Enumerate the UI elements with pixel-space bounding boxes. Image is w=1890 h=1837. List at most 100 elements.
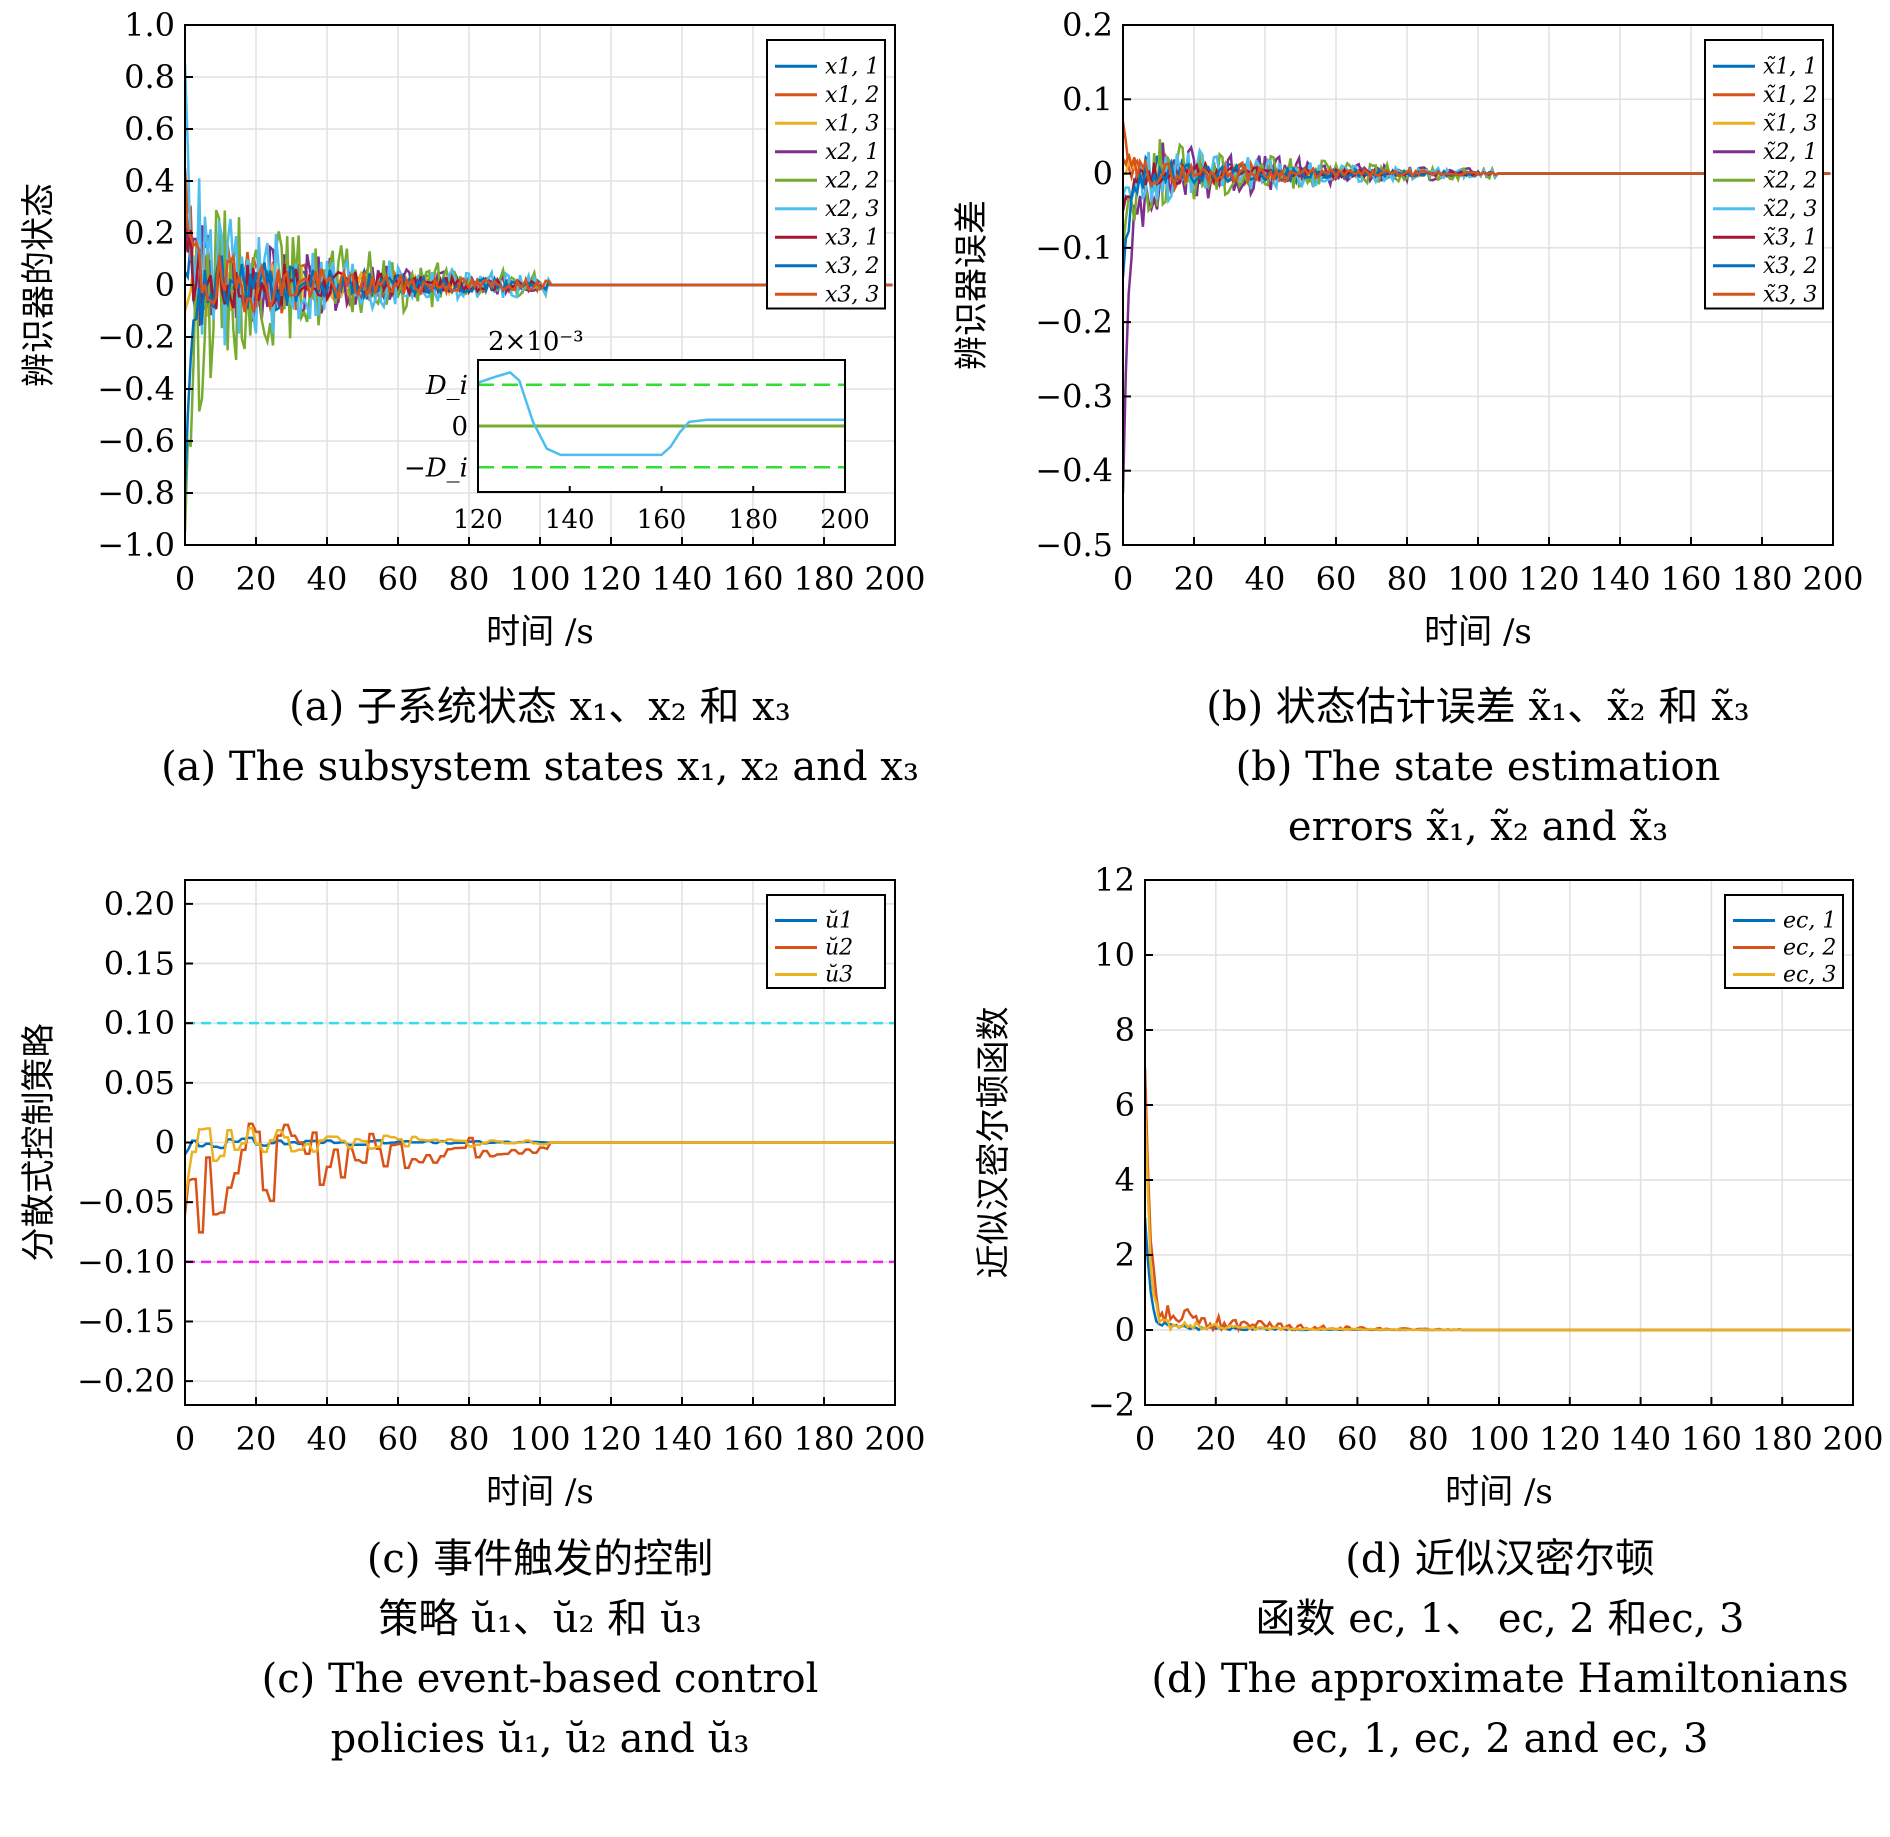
caption-line-0: (c) 事件触发的控制 [367,1536,713,1582]
legend-box [1704,39,1824,310]
inset-y-tick-label: D_i [425,371,468,401]
legend-entry: x2, 3 [825,197,879,222]
series-line-0 [1145,1217,1851,1332]
x-tick-label: 120 [1539,1420,1600,1458]
y-tick-label: −0.4 [97,370,175,408]
inset-x-tick-label: 200 [820,505,870,535]
x-tick-label: 180 [793,1420,854,1458]
y-tick-label: −0.8 [97,474,175,512]
y-tick-label: −0.15 [77,1302,175,1340]
caption-line-0: (b) 状态估计误差 x̃₁、x̃₂ 和 x̃₃ [1206,684,1749,730]
legend-entry: ec, 3 [1783,963,1836,988]
y-tick-label: 0.6 [124,110,175,148]
x-tick-label: 40 [307,1420,348,1458]
y-tick-label: 2 [1115,1236,1135,1274]
x-tick-label: 180 [1731,560,1792,598]
x-tick-label: 120 [580,560,641,598]
legend-entry: x1, 1 [825,54,879,79]
legend-entry: x1, 2 [825,83,879,108]
caption-line-0: (a) 子系统状态 x₁、x₂ 和 x₃ [289,684,791,730]
y-tick-label: 0.4 [124,162,175,200]
x-tick-label: 100 [1447,560,1508,598]
inset-x-tick-label: 180 [728,505,778,535]
legend-entry: x̃2, 2 [1763,168,1817,193]
legend-entry: ŭ3 [825,963,853,988]
legend-entry: x2, 1 [825,140,879,165]
x-tick-label: 100 [509,1420,570,1458]
y-tick-label: −0.20 [77,1362,175,1400]
legend-entry: x3, 3 [825,282,879,307]
y-tick-label: −0.5 [1035,526,1113,564]
chart-d: 0 20 40 60 80 100 120 140 160 180 200−2024681012时间… [974,861,1884,1762]
x-tick-label: 60 [378,560,419,598]
y-tick-label: 10 [1094,936,1135,974]
y-tick-label: 0.2 [1062,6,1113,44]
y-tick-label: 0 [1093,155,1113,193]
caption-line-2: (c) The event-based control [262,1656,819,1702]
caption-line-0: (d) 近似汉密尔顿 [1345,1536,1655,1582]
chart-a: 0 20 40 60 80 100 120 140 160 180 200−1.0−0.8−0.6−… [19,6,926,790]
legend-entry: x̃1, 3 [1763,111,1817,136]
y-tick-label: 8 [1115,1011,1135,1049]
legend-box [1724,894,1844,989]
caption-line-1: (a) The subsystem states x₁, x₂ and x₃ [161,744,919,790]
series-line-1 [1145,1067,1851,1334]
caption-line-2: (d) The approximate Hamiltonians [1151,1656,1848,1702]
x-tick-label: 200 [1802,560,1863,598]
series-line-2 [185,1126,895,1203]
inset-x-tick-label: 120 [453,505,503,535]
x-tick-label: 200 [1822,1420,1883,1458]
x-tick-label: 160 [1681,1420,1742,1458]
plot-area [185,1122,895,1234]
caption-line-2: errors x̃₁, x̃₂ and x̃₃ [1288,804,1668,850]
inset-curve [477,371,845,457]
x-tick-label: 160 [722,560,783,598]
legend-entry: x̃2, 1 [1763,140,1817,165]
y-tick-label: −0.3 [1035,377,1113,415]
inset-y-tick-label: 0 [451,412,468,442]
y-tick-label: 0.20 [104,885,175,923]
inset: 120 140 160 180 200 D_i 0 −D_i 2×10⁻³ [404,327,870,535]
x-tick-label: 60 [1316,560,1357,598]
legend-entry: ec, 2 [1783,936,1836,961]
x-tick-label: 20 [236,560,277,598]
x-tick-label: 160 [1660,560,1721,598]
x-tick-label: 100 [509,560,570,598]
y-tick-label: 0.2 [124,214,175,252]
legend-entry: x̃3, 1 [1763,225,1817,250]
x-tick-label: 180 [1752,1420,1813,1458]
x-tick-label: 140 [651,560,712,598]
x-tick-label: 20 [236,1420,277,1458]
y-tick-label: −0.1 [1035,229,1113,267]
legend: ec, 1ec, 2ec, 3 [1724,894,1844,989]
x-tick-label: 140 [651,1420,712,1458]
x-tick-label: 40 [1266,1420,1307,1458]
x-tick-label: 0 [175,1420,195,1458]
y-tick-label: 0.05 [104,1064,175,1102]
legend-entry: x2, 2 [825,168,879,193]
x-tick-label: 40 [1245,560,1286,598]
x-tick-label: 140 [1589,560,1650,598]
y-tick-label: −0.4 [1035,452,1113,490]
x-tick-label: 80 [1408,1420,1449,1458]
y-tick-label: −0.10 [77,1243,175,1281]
chart-b: 0 20 40 60 80 100 120 140 160 180 200 −0.5 −0.4 −0.3 −… [952,6,1864,850]
x-tick-label: 80 [1387,560,1428,598]
x-axis-label: 时间 /s [486,612,594,652]
x-tick-label: 80 [449,1420,490,1458]
legend-entry: ŭ1 [825,909,853,934]
x-tick-label: 40 [307,560,348,598]
y-axis-label: 辨识器的状态 [19,183,59,387]
caption-line-1: 函数 ec, 1、 ec, 2 和ec, 3 [1255,1596,1744,1642]
y-tick-label: 6 [1115,1086,1135,1124]
inset-scale-label: 2×10⁻³ [488,327,584,357]
x-tick-label: 60 [378,1420,419,1458]
inset-y-tick-label: −D_i [404,453,468,483]
x-tick-label: 0 [175,560,195,598]
y-tick-label: −1.0 [97,526,175,564]
legend-entry: x3, 1 [825,225,879,250]
y-tick-label: 0 [155,266,175,304]
legend-box [766,39,886,310]
y-tick-label: −0.2 [97,318,175,356]
